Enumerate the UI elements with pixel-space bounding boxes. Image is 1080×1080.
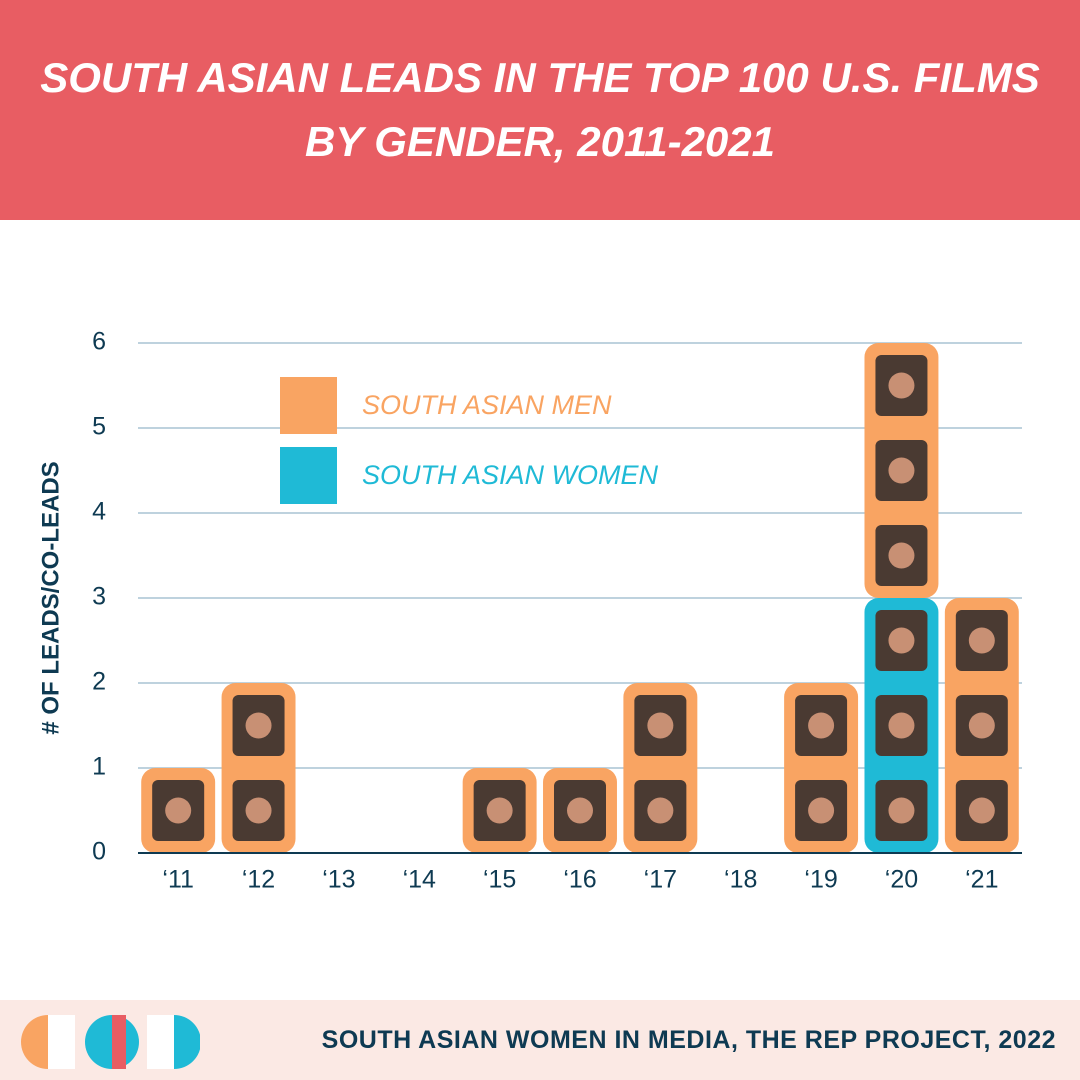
- portrait-face: [888, 627, 915, 654]
- portrait-face: [245, 797, 272, 824]
- x-tick-label: ‘14: [403, 866, 436, 894]
- y-tick-label: 4: [92, 498, 106, 526]
- y-tick-label: 0: [92, 838, 106, 866]
- x-tick-label: ‘11: [162, 866, 194, 894]
- legend-label: SOUTH ASIAN MEN: [362, 390, 612, 420]
- legend-label: SOUTH ASIAN WOMEN: [362, 460, 659, 490]
- legend-swatch: [280, 447, 337, 504]
- portrait-face: [888, 712, 915, 739]
- header: SOUTH ASIAN LEADS IN THE TOP 100 U.S. FI…: [0, 0, 1080, 220]
- x-tick-label: ‘13: [322, 866, 355, 894]
- x-tick-label: ‘15: [483, 866, 516, 894]
- portrait-face: [647, 712, 674, 739]
- portrait-face: [968, 627, 995, 654]
- portrait-face: [888, 457, 915, 484]
- y-tick-label: 1: [92, 753, 106, 781]
- x-tick-label: ‘21: [965, 866, 998, 894]
- y-tick-label: 5: [92, 413, 106, 441]
- portrait-face: [808, 797, 835, 824]
- x-tick-label: ‘16: [563, 866, 596, 894]
- chart: 0 1 2 3 4 5 6 # OF LEADS/CO-LEADS SOUTH ASIAN ME…: [37, 328, 1022, 894]
- y-tick-label: 3: [92, 583, 106, 611]
- footer: SOUTH ASIAN WOMEN IN MEDIA, THE REP PROJ…: [0, 1000, 1080, 1080]
- portrait-face: [486, 797, 513, 824]
- legend-swatch: [280, 377, 337, 434]
- x-tick-label: ‘17: [644, 866, 677, 894]
- logo-dot: [48, 1015, 75, 1069]
- x-tick-label: ‘18: [724, 866, 757, 894]
- portrait-face: [968, 712, 995, 739]
- portrait-face: [888, 797, 915, 824]
- portrait-face: [647, 797, 674, 824]
- y-tick-label: 6: [92, 328, 106, 356]
- portrait-face: [888, 542, 915, 569]
- source: SOUTH ASIAN WOMEN IN MEDIA, THE REP PROJ…: [321, 1026, 1056, 1054]
- x-tick-label: ‘19: [804, 866, 837, 894]
- x-tick-label: ‘20: [885, 866, 918, 894]
- x-tick-label: ‘12: [242, 866, 275, 894]
- portrait-face: [165, 797, 192, 824]
- portrait-face: [888, 372, 915, 399]
- logo-dot: [147, 1015, 174, 1069]
- portrait-face: [245, 712, 272, 739]
- y-tick-label: 2: [92, 668, 106, 696]
- portrait-face: [968, 797, 995, 824]
- chart-title: SOUTH ASIAN LEADS IN THE TOP 100 U.S. FI…: [40, 54, 1040, 165]
- y-axis-label: # OF LEADS/CO-LEADS: [37, 461, 64, 734]
- portrait-face: [567, 797, 593, 824]
- logo: [21, 1015, 200, 1069]
- portrait-face: [808, 712, 835, 739]
- logo-dot: [112, 1015, 126, 1069]
